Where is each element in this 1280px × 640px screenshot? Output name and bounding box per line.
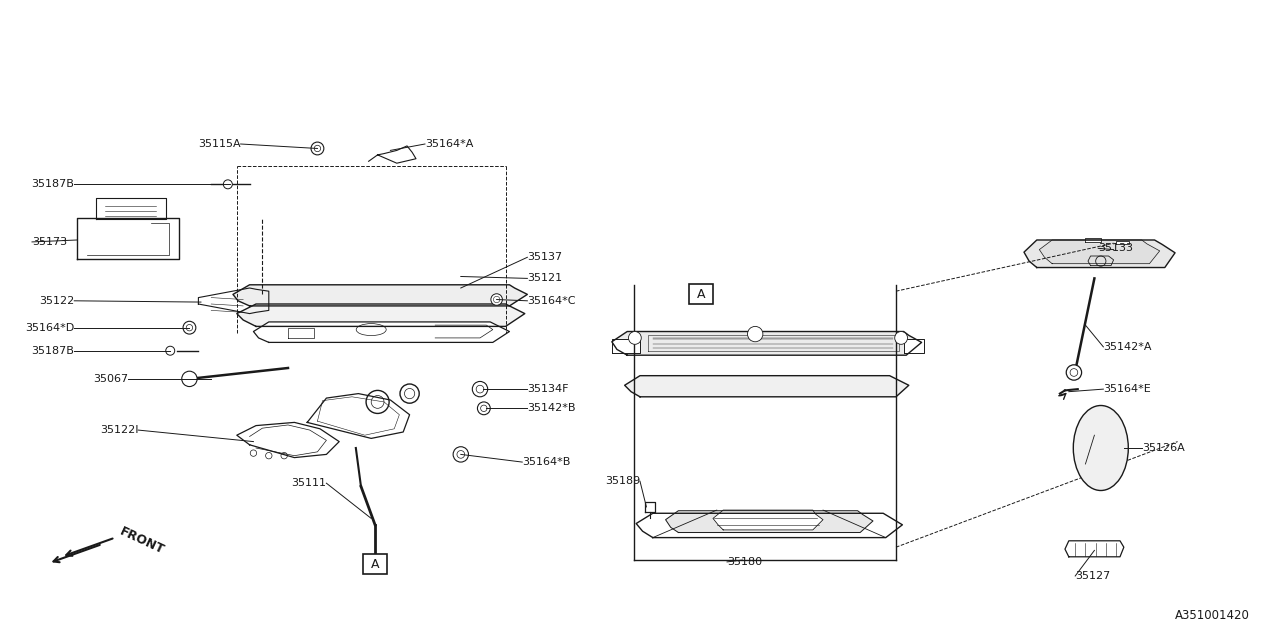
FancyBboxPatch shape [364, 554, 387, 575]
Circle shape [492, 294, 503, 305]
Polygon shape [378, 146, 416, 163]
FancyBboxPatch shape [690, 284, 713, 305]
Polygon shape [666, 511, 873, 532]
Text: 35137: 35137 [527, 252, 562, 262]
Polygon shape [645, 502, 655, 512]
Polygon shape [612, 339, 640, 353]
Circle shape [472, 381, 488, 397]
Text: A: A [371, 558, 379, 571]
Polygon shape [237, 304, 525, 326]
Polygon shape [612, 332, 922, 355]
Polygon shape [1024, 240, 1175, 268]
Text: 35164*C: 35164*C [527, 296, 576, 306]
Polygon shape [904, 339, 924, 353]
Circle shape [477, 402, 490, 415]
Text: 35180: 35180 [727, 557, 762, 567]
Polygon shape [713, 510, 823, 530]
Text: 35126A: 35126A [1142, 443, 1184, 453]
Polygon shape [233, 285, 527, 306]
Circle shape [182, 371, 197, 387]
Polygon shape [1039, 240, 1160, 264]
Text: 35164*B: 35164*B [522, 457, 571, 467]
Text: 35164*E: 35164*E [1103, 384, 1151, 394]
Text: A351001420: A351001420 [1175, 609, 1251, 622]
Text: 35122I: 35122I [100, 425, 138, 435]
Ellipse shape [1074, 406, 1128, 490]
Polygon shape [1116, 241, 1129, 244]
Polygon shape [237, 422, 339, 458]
Polygon shape [77, 218, 179, 259]
Circle shape [628, 332, 641, 344]
Circle shape [223, 180, 233, 189]
Circle shape [748, 326, 763, 342]
Circle shape [453, 447, 468, 462]
Circle shape [1066, 365, 1082, 380]
Text: 35142*A: 35142*A [1103, 342, 1152, 352]
Text: 35134F: 35134F [527, 384, 568, 394]
Text: A: A [698, 288, 705, 301]
Circle shape [183, 321, 196, 334]
Polygon shape [625, 376, 909, 397]
Text: 35115A: 35115A [198, 139, 241, 149]
Polygon shape [198, 288, 269, 314]
Circle shape [166, 346, 175, 355]
Text: 35173: 35173 [32, 237, 67, 247]
Text: 35111: 35111 [292, 478, 326, 488]
Text: FRONT: FRONT [118, 525, 166, 557]
Text: 35122: 35122 [38, 296, 74, 306]
Polygon shape [96, 198, 166, 219]
Text: 35121: 35121 [527, 273, 562, 284]
Text: 35187B: 35187B [32, 346, 74, 356]
Text: 35133: 35133 [1098, 243, 1133, 253]
Circle shape [311, 142, 324, 155]
Text: 35189: 35189 [604, 476, 640, 486]
Polygon shape [636, 513, 902, 538]
Polygon shape [1065, 541, 1124, 557]
Circle shape [895, 332, 908, 344]
Text: 35164*A: 35164*A [425, 139, 474, 149]
Text: 35127: 35127 [1075, 571, 1111, 581]
Text: 35187B: 35187B [32, 179, 74, 189]
Text: 35164*D: 35164*D [26, 323, 74, 333]
Text: 35067: 35067 [93, 374, 128, 384]
Polygon shape [1085, 238, 1101, 242]
Polygon shape [253, 322, 509, 342]
Text: 35142*B: 35142*B [527, 403, 576, 413]
Polygon shape [307, 394, 410, 438]
